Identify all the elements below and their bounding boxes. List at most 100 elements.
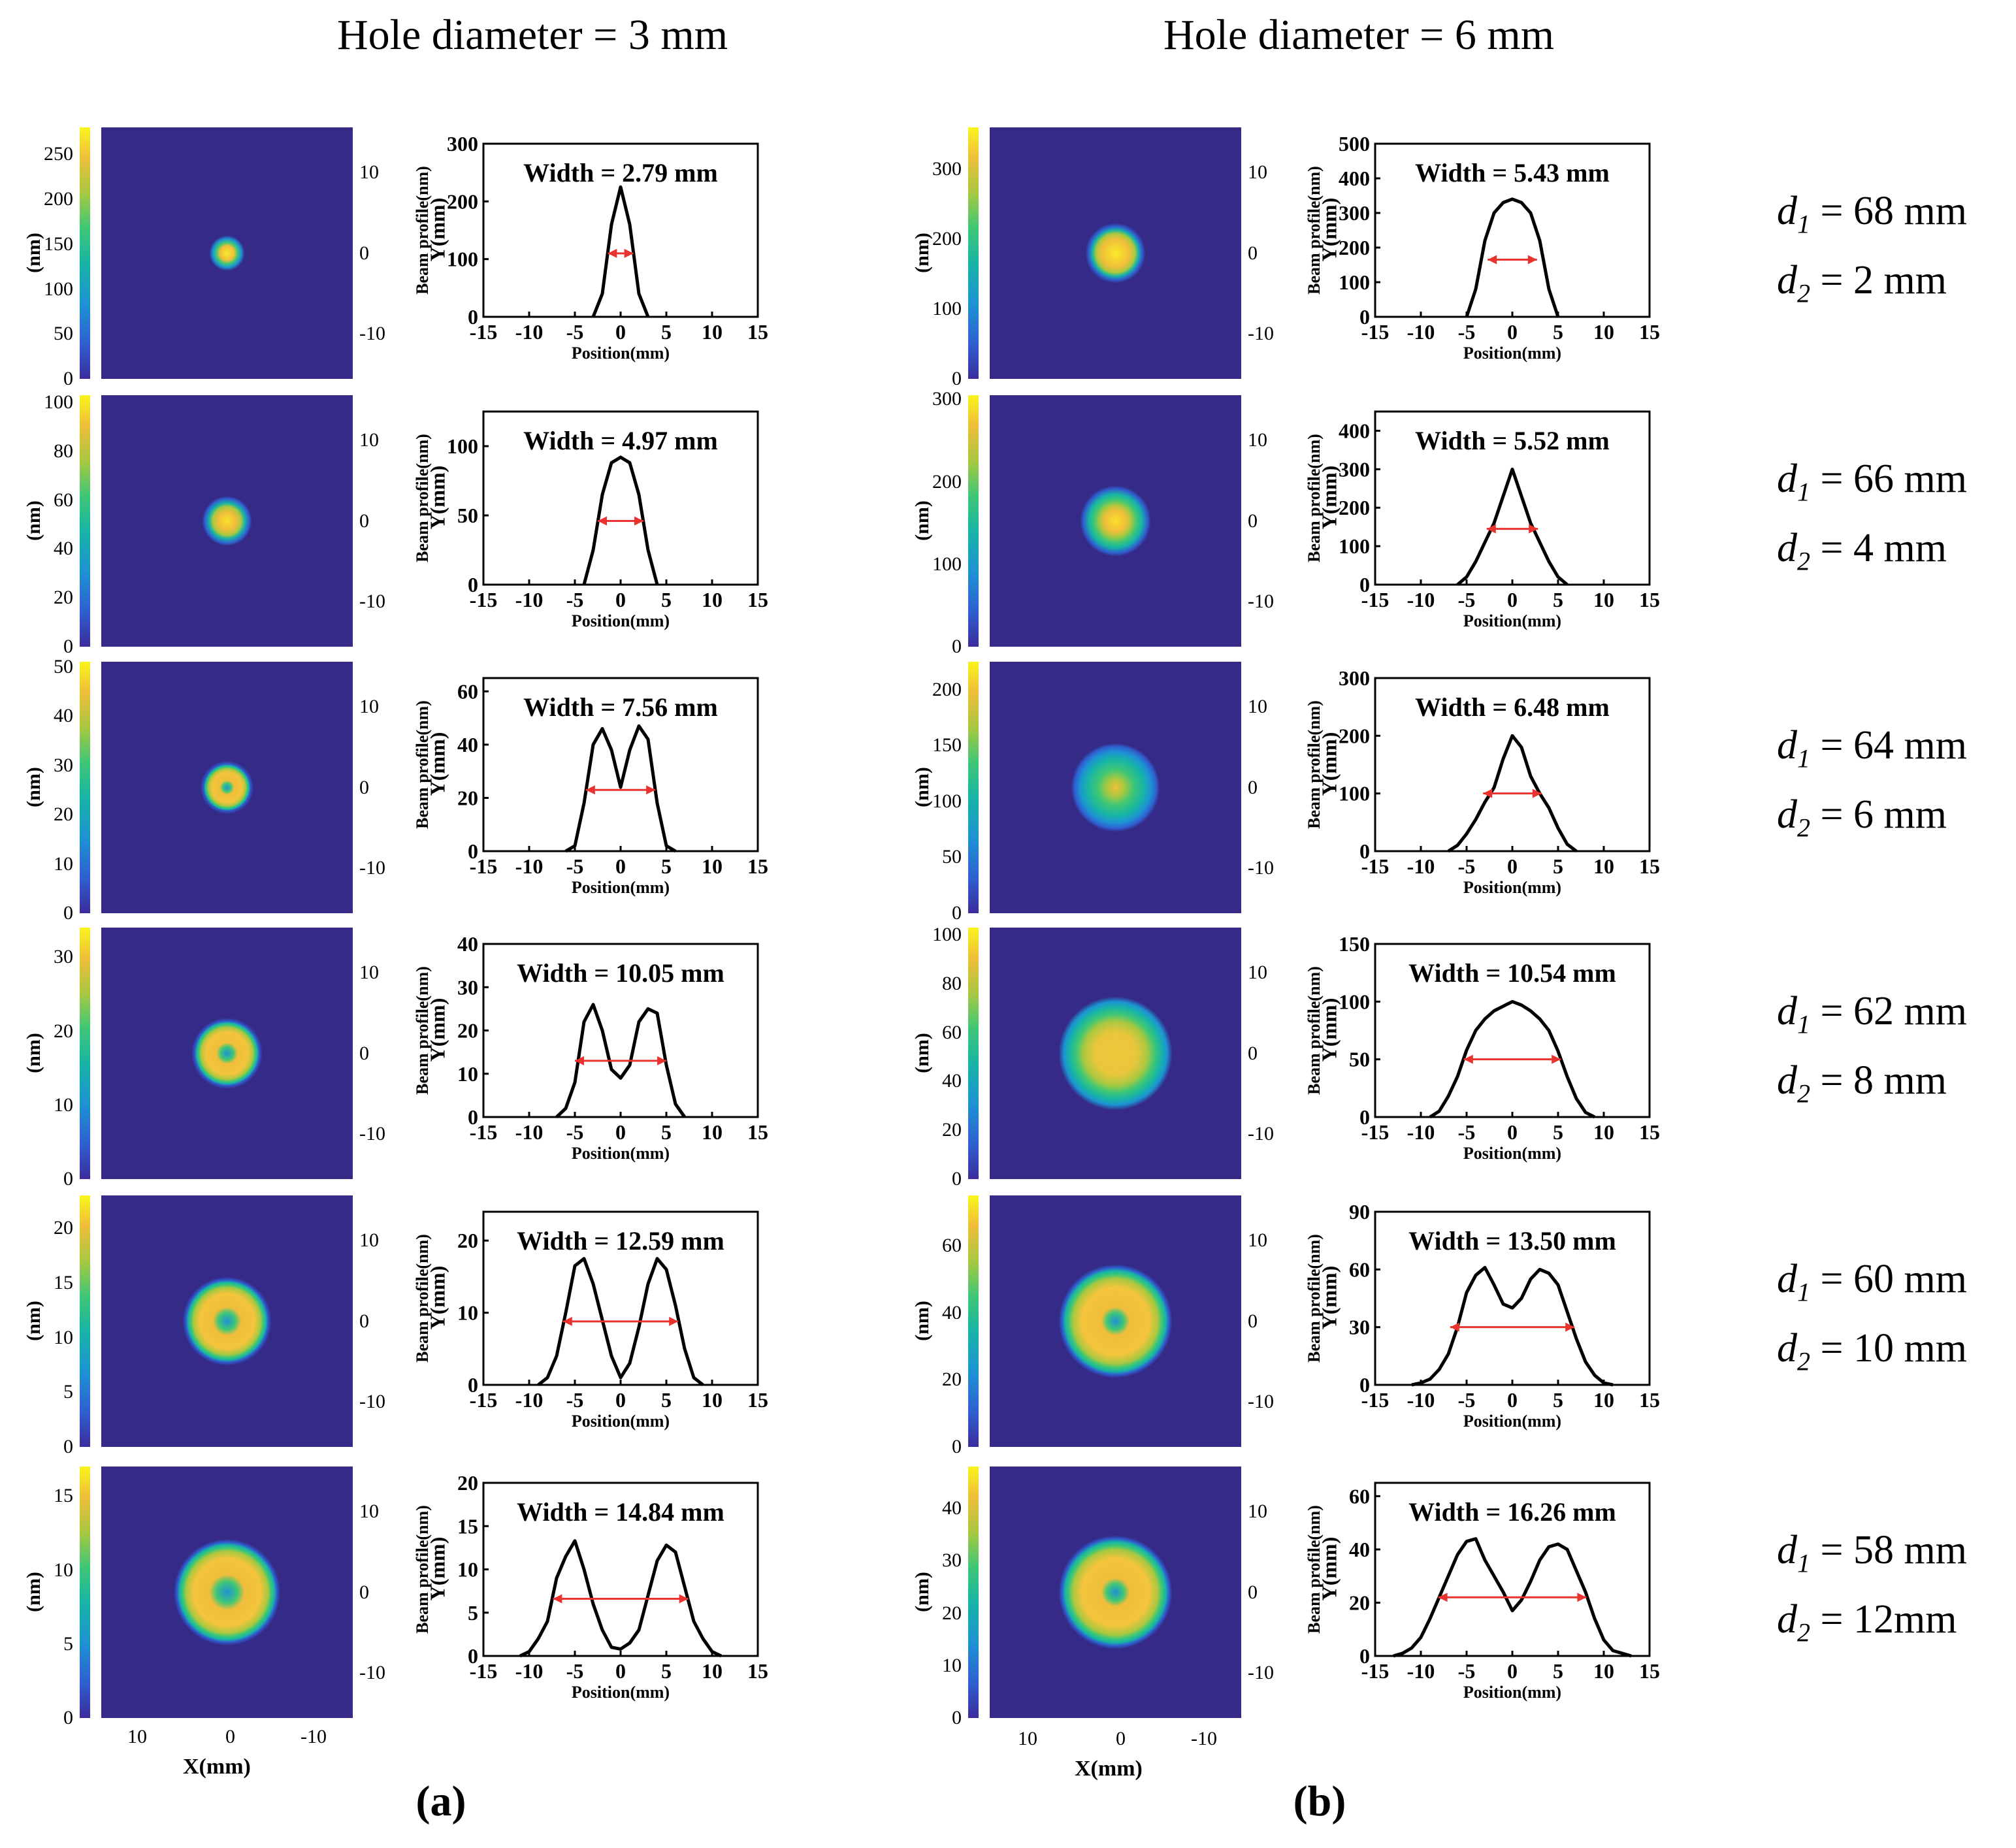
beam-intensity-map <box>990 1467 1241 1718</box>
data-point <box>711 1651 713 1652</box>
y-tick-label: 100 <box>447 434 478 458</box>
colorbar: 0 10 20 30 <box>54 928 90 1190</box>
colorbar-tick-label: 100 <box>44 278 73 300</box>
data-point <box>519 1655 521 1657</box>
width-annotation: Width = 6.48 mm <box>1415 692 1610 722</box>
colorbar-unit-label: (nm) <box>911 1032 933 1073</box>
plot-area: Beam profile(nm) 0 10 20 -15 -10 -5 0 5 10 15 Posit… <box>413 1210 768 1431</box>
colorbar-tick-label: 40 <box>54 538 73 560</box>
width-annotation: Width = 12.59 mm <box>517 1226 724 1256</box>
x-tick-label: 0 <box>615 1388 626 1412</box>
profile-svg: Beam profile(nm) 0 20 40 60 -15 -10 -5 0 5 10 15 Pos… <box>413 677 768 897</box>
arrow-head-left <box>598 516 607 526</box>
profile-x-label: Position(mm) <box>1463 1683 1561 1702</box>
colorbar-tick-label: 0 <box>63 1168 73 1190</box>
plot-area: Beam profile(nm) 0 30 60 90 -15 -10 -5 0 5 10 15 Pos… <box>1305 1200 1660 1431</box>
profile-svg: Beam profile(nm) 0 5 10 15 20 -15 -10 -5 0 5 10 15 Po… <box>413 1471 768 1702</box>
profile-chart-a-6: Y(mm) Beam profile(nm) 0 5 10 15 20 -15 -10 -5 0 5 1… <box>398 1471 777 1721</box>
profile-x-label: Position(mm) <box>572 1144 670 1163</box>
profile-x-label: Position(mm) <box>572 611 670 630</box>
x-tick-label: 10 <box>702 1659 723 1683</box>
x-tick-label: 0 <box>615 854 626 878</box>
beam-intensity-map <box>101 395 353 647</box>
x-tick-label: -15 <box>470 1388 498 1412</box>
data-point <box>1503 758 1504 760</box>
profile-chart-a-3: Y(mm) Beam profile(nm) 0 20 40 60 -15 -10 -5 0 5 10… <box>398 677 777 916</box>
y-tick-label: 200 <box>1339 236 1370 259</box>
row-a-2: 0 20 40 60 80 100 (nm) 10 0 -10 Y(mm) Beam profile(… <box>0 391 2016 657</box>
colorbar-tick-label: 150 <box>44 233 73 255</box>
map-y-tick: -10 <box>359 1390 385 1412</box>
colorbar-tick-label: 40 <box>942 1301 962 1323</box>
map-y-tick: 10 <box>359 1229 379 1252</box>
data-point <box>602 1030 603 1031</box>
d1-subscript: 1 <box>1797 1009 1810 1039</box>
plot-area: Beam profile(nm) 0 100 200 300 -15 -10 -5 0 5 10 15… <box>1305 666 1660 897</box>
y-tick-label: 100 <box>1339 990 1370 1013</box>
x-tick-label: 0 <box>1507 1659 1518 1683</box>
d1-label: d1 = 66 mm <box>1777 451 1967 520</box>
d1-value: = 58 mm <box>1810 1528 1967 1572</box>
map-y-tick: 0 <box>1248 242 1258 264</box>
colorbar-tick-label: 15 <box>54 1271 73 1293</box>
distance-label: d1 = 68 mm d2 = 2 mm <box>1777 183 1967 322</box>
colorbar-tick-label: 20 <box>54 1217 73 1239</box>
x-tick-label: 15 <box>747 320 768 344</box>
y-tick-label: 300 <box>447 132 478 155</box>
x-tick-label: 0 <box>1507 1388 1518 1412</box>
d1-label: d1 = 64 mm <box>1777 717 1967 786</box>
profile-y-label: Beam profile(nm) <box>1305 166 1324 295</box>
x-tick-label: 15 <box>1639 320 1660 344</box>
x-tick-label: -15 <box>1361 320 1390 344</box>
x-tick-label: 0 <box>1507 588 1518 611</box>
x-tick-label: 5 <box>661 854 672 878</box>
colorbar-tick-label: 0 <box>952 1436 962 1457</box>
y-tick-label: 60 <box>457 679 478 703</box>
colorbar-tick-label: 40 <box>54 705 73 727</box>
data-point <box>611 1069 612 1070</box>
data-point <box>611 224 612 225</box>
colorbar-tick-label: 10 <box>942 1654 962 1676</box>
distance-label: d1 = 58 mm d2 = 12mm <box>1777 1522 1967 1661</box>
d2-subscript: 2 <box>1797 1078 1810 1109</box>
colorbar-tick-label: 100 <box>44 391 73 413</box>
data-point <box>1484 1559 1486 1561</box>
data-point <box>1484 240 1486 241</box>
y-tick-label: 10 <box>457 1062 478 1086</box>
x-tick-label: -15 <box>470 1659 498 1683</box>
map-y-tick: -10 <box>359 1661 385 1683</box>
colorbar-tick-label: 15 <box>54 1485 73 1507</box>
x-tick-label: 5 <box>661 1120 672 1144</box>
data-point <box>675 1305 676 1306</box>
colorbar-tick-label: 10 <box>54 1559 73 1581</box>
profile-y-label: Beam profile(nm) <box>413 966 432 1095</box>
colorbar: 0 50 100 150 200 250 <box>44 127 90 389</box>
data-point <box>1548 807 1550 809</box>
plot-area: Beam profile(nm) 0 100 200 300 400 -15 -10 -5 0 5 1… <box>1305 410 1660 630</box>
colorbar-gradient <box>968 662 979 913</box>
arrow-head-left <box>1438 1593 1448 1602</box>
x-tick-label: 5 <box>1553 588 1563 611</box>
profile-svg: Beam profile(nm) 0 100 200 300 -15 -10 -5 0 5 10 15… <box>1305 666 1660 897</box>
distance-label: d1 = 62 mm d2 = 8 mm <box>1777 983 1967 1122</box>
map-y-tick: -10 <box>1248 1122 1274 1144</box>
map-y-tick: 10 <box>359 1500 379 1523</box>
y-tick-label: 0 <box>468 839 478 863</box>
data-point <box>1429 1618 1431 1619</box>
x-tick-label: 0 <box>615 588 626 611</box>
y-tick-label: 40 <box>1349 1538 1370 1561</box>
y-tick-label: 300 <box>1339 201 1370 225</box>
data-point <box>1576 851 1577 852</box>
y-tick-label: 15 <box>457 1514 478 1538</box>
colorbar-gradient <box>80 928 90 1179</box>
x-tick-label: -5 <box>1458 1120 1476 1144</box>
x-tick-label: 10 <box>702 1388 723 1412</box>
colorbar-gradient <box>80 1467 90 1718</box>
colorbar-tick-label: 30 <box>942 1549 962 1572</box>
d1-symbol: d <box>1777 1528 1797 1572</box>
plot-area: Beam profile(nm) 0 50 100 -15 -10 -5 0 5 10 15 Posi… <box>413 410 768 630</box>
x-tick-label: 15 <box>747 1659 768 1683</box>
profile-chart-b-6: Y(mm) Beam profile(nm) 0 20 40 60 -15 -10 -5 0 5 10… <box>1290 1482 1669 1721</box>
profile-x-label: Position(mm) <box>1463 1412 1561 1431</box>
